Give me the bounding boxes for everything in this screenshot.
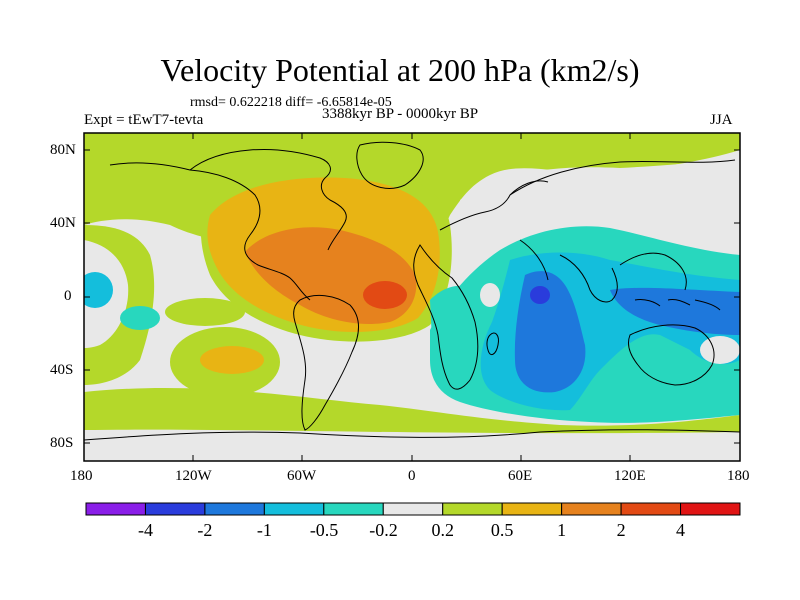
x-label-0: 0 bbox=[408, 468, 416, 484]
colorbar-swatch-4 bbox=[323, 502, 384, 516]
colorbar-label-4: -0.2 bbox=[369, 520, 398, 540]
colorbar-label-8: 2 bbox=[616, 520, 626, 540]
x-label-60w: 60W bbox=[287, 468, 317, 484]
colorbar-swatch-5 bbox=[382, 502, 444, 516]
colorbar-swatch-6 bbox=[442, 502, 503, 516]
x-label-60e: 60E bbox=[508, 468, 533, 484]
x-label-180-right: 180 bbox=[727, 468, 750, 484]
map-title: Velocity Potential at 200 hPa (km2/s) bbox=[160, 52, 640, 88]
x-label-180-left: 180 bbox=[70, 468, 93, 484]
colorbar-label-7: 1 bbox=[557, 520, 567, 540]
period-label: 3388kyr BP - 0000kyr BP bbox=[322, 106, 479, 122]
colorbar-label-6: 0.5 bbox=[490, 520, 514, 540]
x-label-120e: 120E bbox=[614, 468, 646, 484]
experiment-label: Expt = tEwT7-tevta bbox=[84, 112, 204, 128]
colorbar-swatch-2 bbox=[204, 502, 265, 516]
season-label: JJA bbox=[710, 112, 733, 128]
colorbar-swatch-7 bbox=[501, 502, 563, 516]
stats-line: rmsd= 0.622218 diff= -6.65814e-05 bbox=[190, 95, 392, 110]
colorbar-label-9: 4 bbox=[676, 520, 686, 540]
y-label-80s: 80S bbox=[50, 435, 74, 451]
coastlines bbox=[84, 141, 740, 441]
y-label-80n: 80N bbox=[50, 142, 76, 158]
colorbar-swatch-3 bbox=[263, 502, 325, 516]
x-label-120w: 120W bbox=[175, 468, 212, 484]
y-label-0: 0 bbox=[64, 288, 72, 304]
colorbar bbox=[85, 502, 741, 516]
y-ticks bbox=[84, 149, 740, 444]
contour-field bbox=[84, 133, 740, 461]
colorbar-label-0: -4 bbox=[137, 520, 153, 540]
colorbar-label-2: -1 bbox=[256, 520, 272, 540]
colorbar-swatch-10 bbox=[680, 502, 741, 516]
colorbar-label-1: -2 bbox=[197, 520, 213, 540]
colorbar-label-5: 0.2 bbox=[431, 520, 454, 540]
y-label-40n: 40N bbox=[50, 215, 76, 231]
colorbar-swatch-1 bbox=[144, 502, 206, 516]
colorbar-label-3: -0.5 bbox=[309, 520, 339, 540]
colorbar-swatch-0 bbox=[85, 502, 146, 516]
x-ticks bbox=[83, 133, 741, 461]
y-label-40s: 40S bbox=[50, 362, 74, 378]
colorbar-swatch-9 bbox=[620, 502, 682, 516]
colorbar-swatch-8 bbox=[561, 502, 622, 516]
